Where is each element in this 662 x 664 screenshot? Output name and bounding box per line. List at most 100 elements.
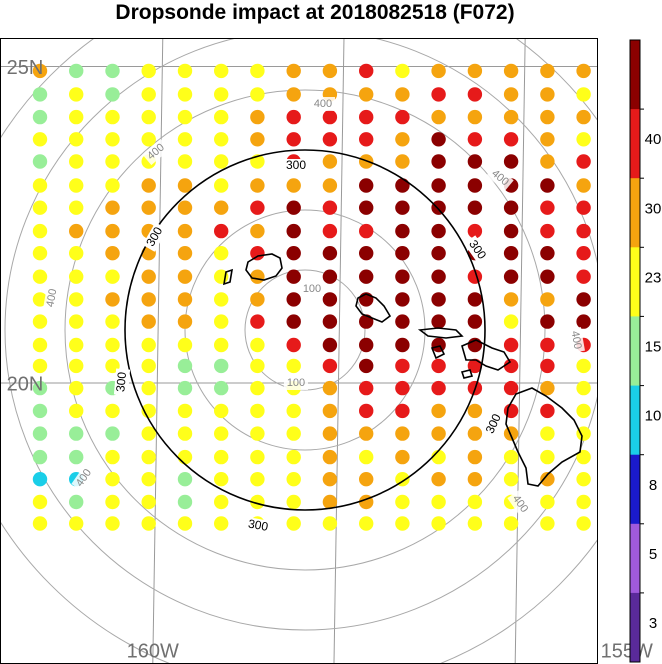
colorbar-segment (630, 40, 640, 110)
impact-dot (540, 246, 555, 261)
impact-dot (613, 338, 627, 352)
impact-dot (649, 87, 662, 101)
impact-dot (286, 109, 301, 125)
impact-dot (250, 178, 265, 193)
impact-dot (359, 516, 374, 531)
impact-dot (395, 314, 410, 329)
impact-dot (503, 516, 519, 531)
impact-dot (105, 426, 120, 441)
impact-dot (32, 314, 48, 329)
impact-dot (613, 359, 627, 373)
impact-dot (503, 246, 519, 261)
impact-dot (613, 132, 627, 146)
impact-dot (105, 109, 120, 125)
impact-dot (503, 472, 519, 487)
impact-dot (286, 403, 301, 419)
colorbar-segment (630, 316, 640, 386)
impact-dot (105, 132, 120, 147)
impact-dot (32, 292, 48, 307)
impact-dot (431, 109, 446, 125)
impact-dot (322, 109, 338, 125)
impact-dot (467, 516, 483, 531)
impact-dot (540, 403, 555, 419)
impact-dot (395, 132, 410, 147)
impact-dot (214, 246, 229, 261)
impact-dot (613, 472, 627, 486)
impact-dot (395, 337, 410, 353)
impact-dot (32, 178, 48, 193)
impact-dot (214, 154, 229, 169)
impact-dot (177, 292, 193, 307)
impact-dot (141, 472, 156, 487)
impact-dot (286, 472, 301, 487)
impact-dot (286, 223, 301, 239)
impact-dot (540, 426, 555, 441)
impact-dot (286, 292, 301, 307)
impact-dot (649, 359, 662, 373)
impact-dot (359, 132, 374, 147)
impact-dot (286, 178, 301, 193)
colorbar-label: 30 (645, 200, 662, 217)
impact-dot (177, 154, 193, 169)
impact-dot (32, 132, 48, 147)
impact-dot (649, 246, 662, 260)
ring-300km (124, 149, 486, 511)
impact-dot (503, 426, 519, 441)
impact-dot (177, 358, 193, 374)
colorbar-segment (630, 523, 640, 594)
impact-dot (540, 358, 555, 374)
impact-dot (32, 472, 48, 487)
impact-dot (359, 358, 374, 374)
impact-dot (359, 314, 374, 329)
impact-dot (177, 380, 193, 396)
impact-dot (649, 64, 662, 78)
impact-dot (359, 223, 374, 239)
impact-dot (359, 87, 374, 102)
ring-label: 400 (44, 288, 59, 308)
impact-dot (540, 269, 555, 284)
impact-dot (177, 516, 193, 531)
impact-dot (177, 337, 193, 353)
impact-dot (322, 292, 338, 307)
impact-dot (613, 154, 627, 168)
colorbar-label: 8 (649, 477, 657, 494)
impact-dot (69, 178, 84, 193)
impact-dot (322, 178, 338, 193)
impact-dot (69, 87, 84, 102)
impact-dot (431, 494, 446, 510)
impact-dot (467, 87, 483, 102)
impact-dot (576, 200, 591, 215)
impact-dot (503, 314, 519, 329)
impact-dot (250, 337, 265, 353)
impact-dot (540, 292, 555, 307)
impact-dot (250, 380, 265, 396)
impact-dot (613, 87, 627, 101)
impact-dot (395, 449, 410, 465)
impact-dot (105, 178, 120, 193)
impact-dot (576, 449, 591, 465)
impact-dot (250, 132, 265, 147)
impact-dot (359, 472, 374, 487)
impact-dot (105, 63, 120, 79)
impact-dot (467, 292, 483, 307)
ring-label: 100 (303, 283, 321, 295)
impact-dot (322, 154, 338, 169)
impact-dot (576, 154, 591, 169)
impact-dot (613, 381, 627, 395)
impact-dot (177, 426, 193, 441)
impact-dot (431, 426, 446, 441)
colorbar-segment (630, 247, 640, 317)
ring-label: 100 (287, 377, 305, 389)
impact-dot (214, 200, 229, 215)
impact-dot (250, 314, 265, 329)
impact-dot (467, 154, 483, 169)
impact-dot (69, 132, 84, 147)
ring-label-bg (486, 164, 514, 192)
impact-dot (395, 426, 410, 441)
impact-dot (576, 87, 591, 102)
impact-dot (649, 381, 662, 395)
impact-dot (359, 246, 374, 261)
impact-dot (141, 132, 156, 147)
impact-dot (649, 495, 662, 509)
